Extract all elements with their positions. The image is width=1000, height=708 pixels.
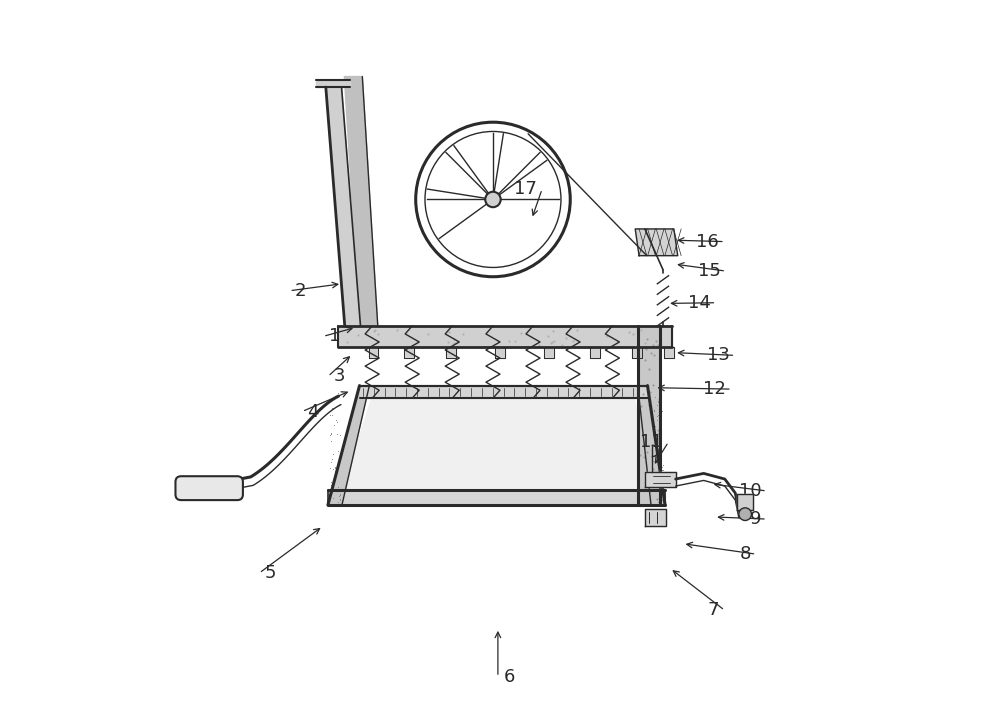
Text: 11: 11: [640, 433, 663, 451]
Polygon shape: [737, 494, 753, 510]
Polygon shape: [446, 347, 456, 358]
Polygon shape: [404, 347, 414, 358]
Text: 13: 13: [707, 346, 730, 365]
Text: 16: 16: [696, 233, 719, 251]
Polygon shape: [326, 87, 360, 326]
Text: 2: 2: [295, 282, 306, 299]
Text: 9: 9: [750, 510, 761, 528]
Polygon shape: [360, 386, 648, 399]
Circle shape: [485, 192, 501, 207]
Polygon shape: [645, 472, 676, 488]
Polygon shape: [342, 393, 651, 491]
Text: 7: 7: [708, 601, 719, 620]
Polygon shape: [632, 347, 642, 358]
Text: 3: 3: [334, 367, 345, 385]
Polygon shape: [369, 347, 378, 358]
Text: 4: 4: [308, 403, 319, 421]
Polygon shape: [344, 76, 378, 326]
Text: 12: 12: [703, 380, 726, 398]
Text: 8: 8: [739, 545, 751, 563]
Polygon shape: [338, 326, 672, 347]
Text: 10: 10: [739, 482, 761, 500]
Polygon shape: [638, 386, 665, 505]
Polygon shape: [316, 80, 350, 87]
Polygon shape: [544, 347, 554, 358]
Polygon shape: [635, 229, 678, 256]
Polygon shape: [328, 386, 369, 505]
Polygon shape: [590, 347, 600, 358]
Polygon shape: [495, 347, 505, 358]
Polygon shape: [664, 347, 674, 358]
Text: 6: 6: [504, 668, 515, 686]
Circle shape: [739, 508, 751, 520]
Text: 5: 5: [265, 564, 276, 582]
Polygon shape: [638, 326, 660, 505]
Text: 1: 1: [329, 327, 340, 346]
Polygon shape: [645, 508, 666, 526]
Text: 15: 15: [698, 262, 721, 280]
Text: 17: 17: [514, 180, 537, 198]
FancyBboxPatch shape: [175, 476, 243, 500]
Polygon shape: [328, 489, 665, 505]
Text: 14: 14: [688, 294, 711, 312]
